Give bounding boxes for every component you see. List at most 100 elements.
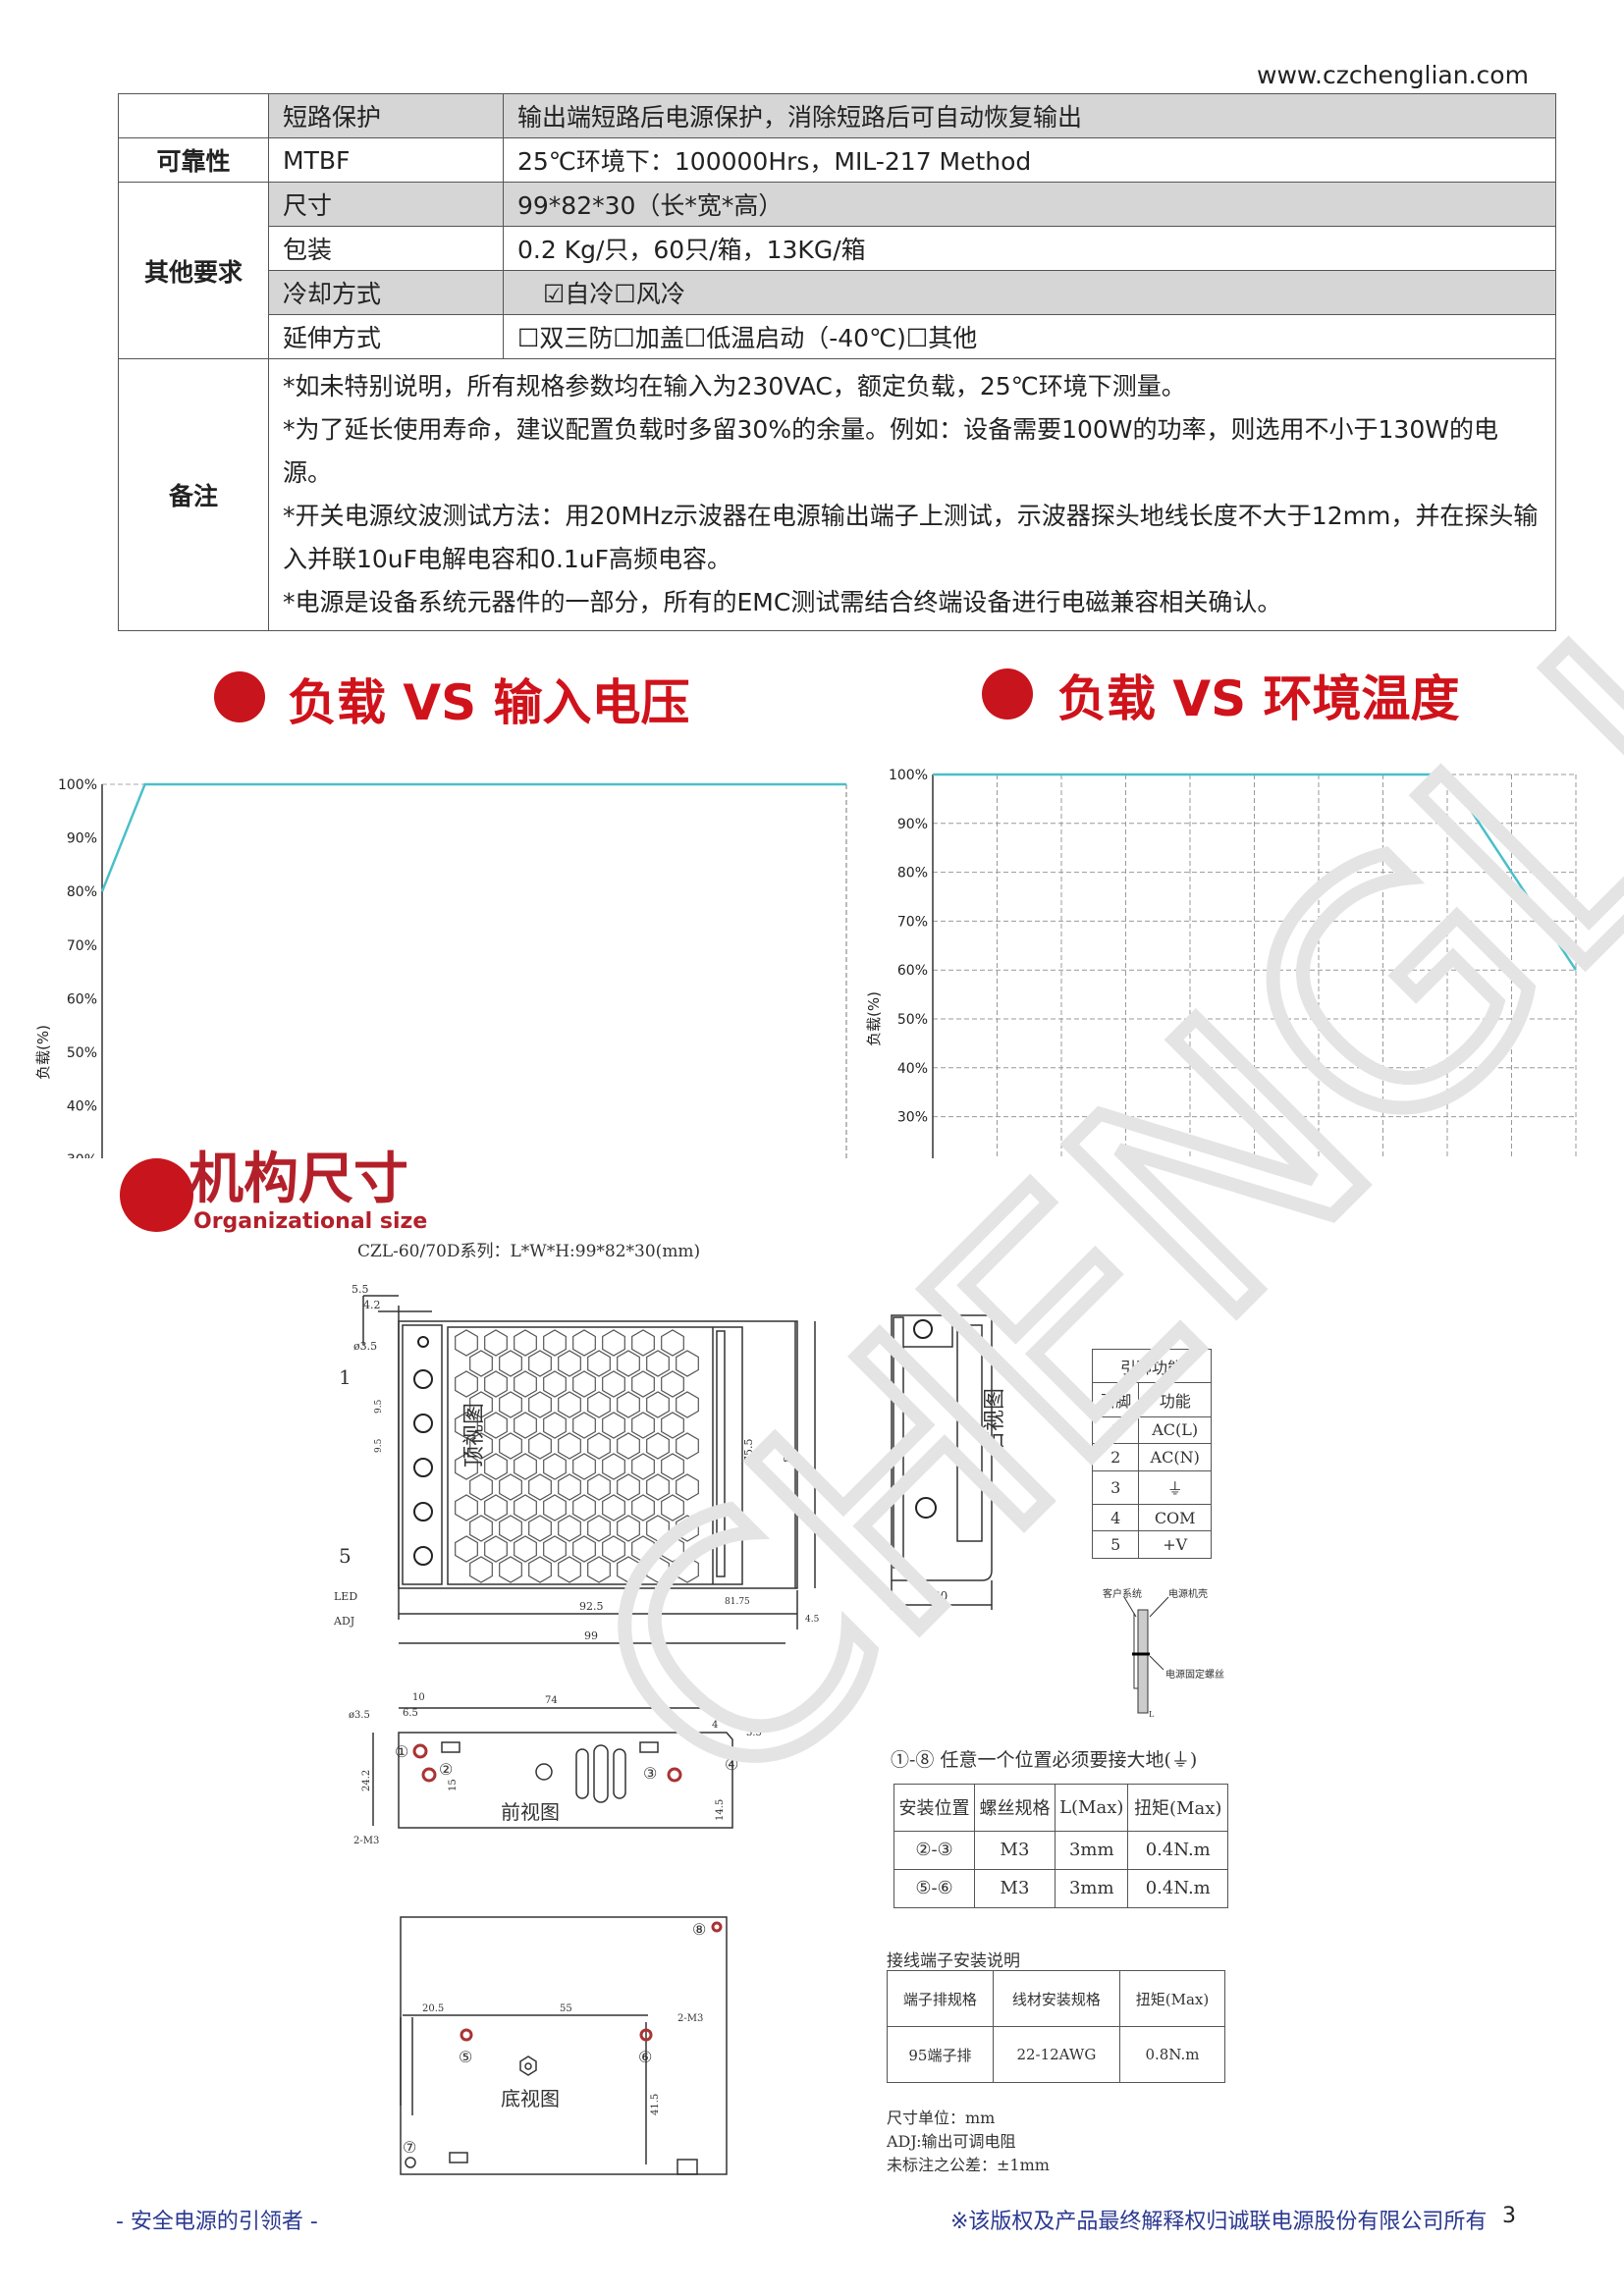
vent-hole (484, 1453, 508, 1480)
page-number: 3 (1502, 2204, 1516, 2228)
header-cell: 扭矩(Max) (1118, 1970, 1226, 2027)
customer-system-label: 客户系统 (1103, 1587, 1142, 1600)
dim-label: 20.5 (422, 2003, 444, 2014)
vent-hole (499, 1350, 522, 1377)
vent-hole (514, 1494, 537, 1522)
right-view-drawing: 30 右视图 (891, 1314, 1007, 1610)
vent-hole (631, 1535, 655, 1563)
terminal-table: 端子排规格 线材安装规格 扭矩(Max) 95端子排 22-12AWG 0.8N.m (887, 1970, 1226, 2083)
dim-label: 2-M3 (353, 1836, 379, 1846)
y-tick-label: 40% (897, 1061, 928, 1077)
key-cell: MTBF (268, 137, 504, 183)
y-tick-label: 90% (67, 831, 97, 847)
key-cell: 延伸方式 (268, 314, 504, 359)
dim-label: ø3.5 (353, 1340, 377, 1353)
header-cell: 功能 (1138, 1382, 1212, 1417)
vent-hole (499, 1515, 522, 1542)
vent-hole (587, 1432, 611, 1460)
vent-hole (469, 1515, 493, 1542)
vent-hole (676, 1391, 699, 1418)
adj-label: ADJ (333, 1615, 354, 1628)
vent-hole (572, 1412, 596, 1439)
vent-hole (631, 1453, 655, 1480)
table-row: 延伸方式 ☐双三防☐加盖☐低温启动（-40℃)☐其他 (119, 314, 1556, 359)
category-cell: 可靠性 (118, 137, 269, 183)
vent-hole (455, 1412, 478, 1439)
mounting-diagram: 客户系统 电源机壳 电源固定螺丝 L (1103, 1587, 1224, 1718)
vent-hole (484, 1412, 508, 1439)
value-cell: ☑自冷☐风冷 (503, 270, 1556, 315)
vent-hole (572, 1494, 596, 1522)
position-marker: ② (439, 1760, 453, 1779)
vent-hole (514, 1329, 537, 1357)
vent-hole (617, 1556, 640, 1583)
vent-hole (543, 1412, 567, 1439)
vent-hole (572, 1535, 596, 1563)
vent-hole (646, 1556, 670, 1583)
vent-hole (528, 1432, 552, 1460)
vent-hole (514, 1453, 537, 1480)
vent-hole (469, 1391, 493, 1418)
y-tick-label: 50% (897, 1012, 928, 1028)
note-item: *如未特别说明，所有规格参数均在输入为230VAC，额定负载，25℃环境下测量。 (283, 372, 1186, 400)
vent-hole (528, 1350, 552, 1377)
cell: 0.4N.m (1127, 1830, 1228, 1870)
section-title-temp: 负载 VS 环境温度 (1057, 670, 1460, 727)
position-marker: ④ (725, 1755, 738, 1774)
vent-hole (587, 1515, 611, 1542)
vent-hole (676, 1515, 699, 1542)
vent-hole (469, 1473, 493, 1501)
terminal-title: 接线端子安装说明 (887, 1951, 1020, 1971)
series-line (933, 773, 1578, 971)
position-marker: ⑥ (638, 2048, 652, 2066)
pin-cell: 5 (1091, 1530, 1140, 1559)
header-cell: 扭矩(Max) (1127, 1784, 1228, 1832)
footer-copyright: ※该版权及产品最终解释权归诚联电源股份有限公司所有 (950, 2210, 1488, 2234)
vent-hole (617, 1432, 640, 1460)
section-title-mechanical: 机构尺寸 (189, 1148, 408, 1211)
vent-hole (631, 1494, 655, 1522)
value-cell: 0.2 Kg/只，60只/箱，13KG/箱 (503, 226, 1556, 271)
pin-table-title: 引脚功能 (1092, 1348, 1212, 1384)
note-item: *为了延长使用寿命，建议配置负载时多留30%的余量。例如：设备需要100W的功率… (283, 415, 1498, 487)
vent-hole (528, 1515, 552, 1542)
vent-hole (676, 1432, 699, 1460)
vent-hole (661, 1370, 684, 1398)
vent-hole (514, 1535, 537, 1563)
cell: 3mm (1054, 1830, 1129, 1870)
dim-label: 9.5 (374, 1438, 384, 1453)
notes-label: 备注 (118, 358, 269, 631)
pin-label: 5 (339, 1544, 352, 1568)
notes-cell: *如未特别说明，所有规格参数均在输入为230VAC，额定负载，25℃环境下测量。… (268, 358, 1556, 631)
dim-label: 55 (560, 2003, 572, 2014)
dim-label: 81.75 (725, 1597, 750, 1607)
function-cell: +V (1138, 1530, 1212, 1559)
y-tick-label: 80% (67, 884, 97, 900)
bullet-dot-icon (982, 668, 1033, 720)
dim-label: 4 (712, 1720, 718, 1731)
cell: ⑤-⑥ (893, 1868, 975, 1909)
vent-hole (646, 1432, 670, 1460)
y-tick-label: 30% (897, 1110, 928, 1126)
dim-label: 82 (782, 1449, 794, 1463)
key-cell: 包装 (268, 226, 504, 271)
table-row: 可靠性 MTBF 25℃环境下：100000Hrs，MIL-217 Method (118, 137, 1556, 183)
vent-hole (602, 1370, 625, 1398)
vent-hole (617, 1350, 640, 1377)
bottom-view-drawing: 20.5 55 2-M3 41.5 ⑤ ⑥ ⑦ ⑧ 底视图 (400, 1916, 728, 2175)
y-tick-label: 40% (67, 1099, 97, 1115)
vent-hole (455, 1494, 478, 1522)
vent-hole (558, 1515, 581, 1542)
header-cell: 端子排规格 (887, 1970, 994, 2027)
category-cell (118, 93, 269, 138)
vent-hole (661, 1453, 684, 1480)
vent-hole (514, 1412, 537, 1439)
footer-slogan: - 安全电源的引领者 - (116, 2210, 318, 2234)
vent-hole (646, 1350, 670, 1377)
bottom-view-label: 底视图 (501, 2087, 560, 2110)
y-tick-label: 90% (897, 817, 928, 832)
position-marker: ⑤ (459, 2048, 472, 2066)
vent-hole (646, 1515, 670, 1542)
vent-hole (484, 1494, 508, 1522)
vent-hole (543, 1453, 567, 1480)
